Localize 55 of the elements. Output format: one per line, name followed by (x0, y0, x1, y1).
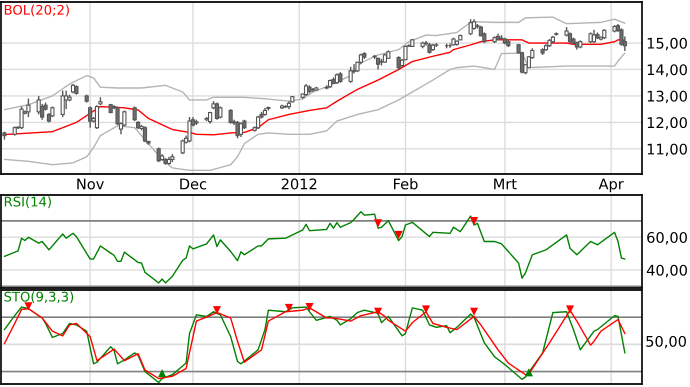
chart-title: RSI(14) (4, 196, 51, 208)
line-series (4, 211, 626, 284)
candlestick (60, 90, 65, 118)
y-tick-label: 13,00 (648, 90, 687, 104)
y-tick-label: 15,00 (648, 38, 687, 50)
y-tick-label: 60,00 (647, 232, 687, 244)
y-tick-label: 11,00 (648, 144, 687, 156)
candlestick (338, 71, 342, 84)
point (394, 230, 403, 239)
point (422, 305, 430, 314)
y-tick-label: 40,00 (646, 264, 687, 278)
candlestick (218, 106, 222, 120)
point (524, 368, 533, 376)
point (566, 305, 574, 314)
point (470, 308, 478, 316)
candlestick (602, 28, 606, 40)
point (284, 304, 293, 312)
candlestick (142, 126, 148, 143)
candlestick (88, 106, 92, 128)
text: 50,00 (646, 336, 686, 348)
candlestick (26, 98, 31, 118)
candlestick (228, 108, 233, 124)
candlestick (256, 115, 260, 130)
point (374, 308, 382, 316)
chart-title: STO(9,3,3) (4, 291, 74, 304)
candlestick (180, 138, 185, 155)
candlestick (12, 126, 17, 136)
candlestick (396, 56, 401, 70)
y-tick-label: 14,00 (648, 64, 687, 77)
x-tick-label: Nov (77, 178, 104, 190)
candlestick (74, 84, 79, 96)
point (212, 306, 221, 314)
point (374, 219, 382, 228)
x-tick-label: Dec (180, 178, 206, 190)
candlestick (238, 122, 244, 138)
y-tick-label: 12,00 (648, 117, 687, 130)
candlestick (468, 18, 473, 36)
chart-title: BOL(20;2) (4, 4, 69, 16)
candlestick (376, 56, 380, 70)
candlestick (334, 72, 340, 85)
candlestick (427, 42, 432, 54)
candlestick (187, 116, 192, 143)
candlestick (94, 104, 100, 130)
x-tick-label: Feb (394, 178, 418, 190)
candlestick (156, 146, 161, 163)
candlestick (592, 29, 596, 44)
x-tick-label: 2012 (282, 178, 316, 190)
x-tick-label: Mrt (494, 178, 517, 190)
point (305, 303, 314, 312)
point (470, 216, 478, 226)
point (158, 369, 166, 378)
candlestick (19, 106, 24, 130)
line-series (4, 52, 626, 171)
x-tick-label: Apr (598, 178, 624, 192)
candlestick (348, 66, 353, 84)
